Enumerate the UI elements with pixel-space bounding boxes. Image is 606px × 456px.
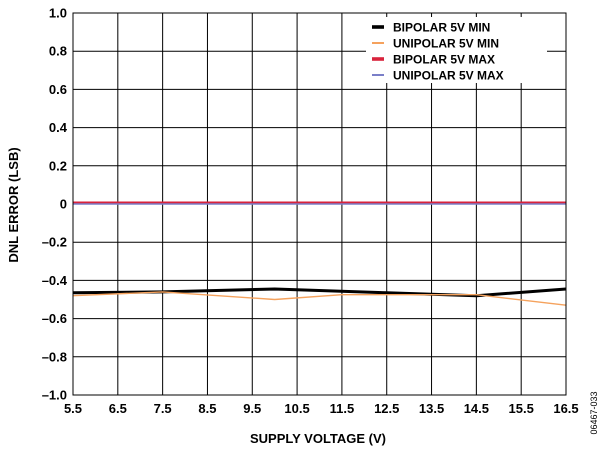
- legend: BIPOLAR 5V MIN UNIPOLAR 5V MIN BIPOLAR 5V …: [366, 17, 547, 83]
- y-tick-label: –0.4: [42, 273, 68, 288]
- x-tick-label: 8.5: [198, 401, 216, 416]
- y-tick-label: –0.8: [42, 349, 67, 364]
- legend-label: BIPOLAR 5V MAX: [393, 53, 495, 67]
- y-tick-labels: 1.0 0.8 0.6 0.4 0.2 0 –0.2 –0.4 –0.6 –0.8 –1.0: [42, 6, 68, 403]
- y-tick-label: 0: [60, 197, 67, 212]
- y-tick-label: –1.0: [42, 388, 67, 403]
- x-axis-title: SUPPLY VOLTAGE (V): [250, 431, 386, 446]
- legend-background: [366, 17, 547, 83]
- series-line: [72, 291, 567, 306]
- x-tick-label: 5.5: [64, 401, 82, 416]
- legend-label: UNIPOLAR 5V MAX: [393, 69, 504, 83]
- y-tick-label: –0.2: [42, 235, 67, 250]
- y-tick-label: 1.0: [49, 6, 67, 21]
- y-tick-label: 0.6: [49, 82, 67, 97]
- y-tick-label: 0.8: [49, 44, 67, 59]
- y-tick-label: 0.4: [49, 120, 68, 135]
- x-tick-label: 7.5: [154, 401, 172, 416]
- x-tick-label: 12.5: [374, 401, 399, 416]
- x-tick-label: 10.5: [284, 401, 309, 416]
- x-tick-label: 14.5: [464, 401, 489, 416]
- y-axis-title: DNL ERROR (LSB): [6, 147, 21, 262]
- y-tick-label: 0.2: [49, 158, 67, 173]
- plot-frame: [72, 12, 567, 396]
- legend-label: BIPOLAR 5V MIN: [393, 21, 490, 35]
- y-tick-label: –0.6: [42, 311, 67, 326]
- x-tick-label: 15.5: [509, 401, 534, 416]
- x-tick-label: 6.5: [109, 401, 127, 416]
- x-tick-labels: 5.5 6.5 7.5 8.5 9.5 10.5 11.5 12.5 13.5 14.5 15.5 1…: [64, 401, 579, 416]
- x-tick-label: 13.5: [419, 401, 444, 416]
- series-layer: [72, 201, 567, 306]
- figure-code: 06467-033: [589, 391, 599, 434]
- legend-label: UNIPOLAR 5V MIN: [393, 37, 499, 51]
- x-tick-label: 16.5: [553, 401, 578, 416]
- x-tick-label: 9.5: [243, 401, 261, 416]
- x-tick-label: 11.5: [330, 401, 355, 416]
